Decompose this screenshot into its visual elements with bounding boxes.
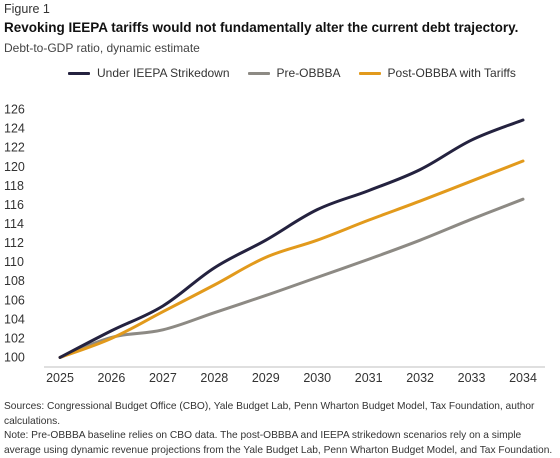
legend-label-post-obbba: Post-OBBBA with Tariffs: [387, 66, 516, 80]
series-line-post-obbba: [58, 159, 525, 359]
y-tick-label: 122: [4, 141, 25, 155]
legend-item-pre-obbba: Pre-OBBBA: [247, 66, 341, 80]
chart-subtitle: Debt-to-GDP ratio, dynamic estimate: [4, 41, 200, 55]
x-tick-label: 2025: [46, 371, 74, 385]
chart-title: Revoking IEEPA tariffs would not fundame…: [4, 20, 519, 35]
line-chart: 100 102 104 106 108 110 112 114 116 118 120 122 124 1…: [4, 103, 545, 385]
y-tick-label: 120: [4, 160, 25, 174]
y-tick-label: 106: [4, 293, 25, 307]
legend-item-post-obbba: Post-OBBBA with Tariffs: [358, 66, 516, 80]
y-tick-label: 102: [4, 331, 25, 345]
y-tick-label: 100: [4, 350, 25, 364]
x-tick-label: 2034: [509, 371, 537, 385]
x-tick-label: 2028: [200, 371, 228, 385]
legend-label-under-ieepa: Under IEEPA Strikedown: [97, 66, 230, 80]
y-tick-label: 104: [4, 312, 25, 326]
x-tick-label: 2029: [252, 371, 280, 385]
y-tick-label: 112: [4, 236, 24, 250]
legend-label-pre-obbba: Pre-OBBBA: [276, 66, 341, 80]
series-line-pre-obbba: [58, 197, 525, 359]
x-tick-label: 2030: [303, 371, 331, 385]
y-tick-label: 116: [4, 198, 24, 212]
chart-notes: Sources: Congressional Budget Office (CB…: [4, 400, 556, 458]
y-tick-label: 118: [4, 179, 24, 193]
y-tick-label: 108: [4, 274, 25, 288]
methodology-note: Note: Pre-OBBBA baseline relies on CBO d…: [4, 430, 553, 456]
legend-swatch-post-obbba: [358, 71, 381, 75]
y-tick-label: 110: [4, 255, 24, 269]
series-line-under-ieepa: [58, 118, 525, 359]
x-tick-label: 2027: [149, 371, 177, 385]
figure-label: Figure 1: [4, 2, 50, 16]
y-tick-label: 124: [4, 122, 25, 136]
y-tick-label: 126: [4, 103, 25, 117]
legend-swatch-pre-obbba: [247, 71, 270, 75]
legend-item-under-ieepa: Under IEEPA Strikedown: [68, 66, 230, 80]
y-tick-label: 114: [4, 217, 24, 231]
x-tick-label: 2033: [458, 371, 486, 385]
x-tick-label: 2032: [406, 371, 434, 385]
legend-swatch-under-ieepa: [68, 71, 90, 75]
sources-note: Sources: Congressional Budget Office (CB…: [4, 401, 535, 427]
legend: Under IEEPA Strikedown Pre-OBBBA Post-OB…: [68, 64, 534, 82]
x-tick-label: 2031: [355, 371, 383, 385]
x-tick-label: 2026: [98, 371, 126, 385]
